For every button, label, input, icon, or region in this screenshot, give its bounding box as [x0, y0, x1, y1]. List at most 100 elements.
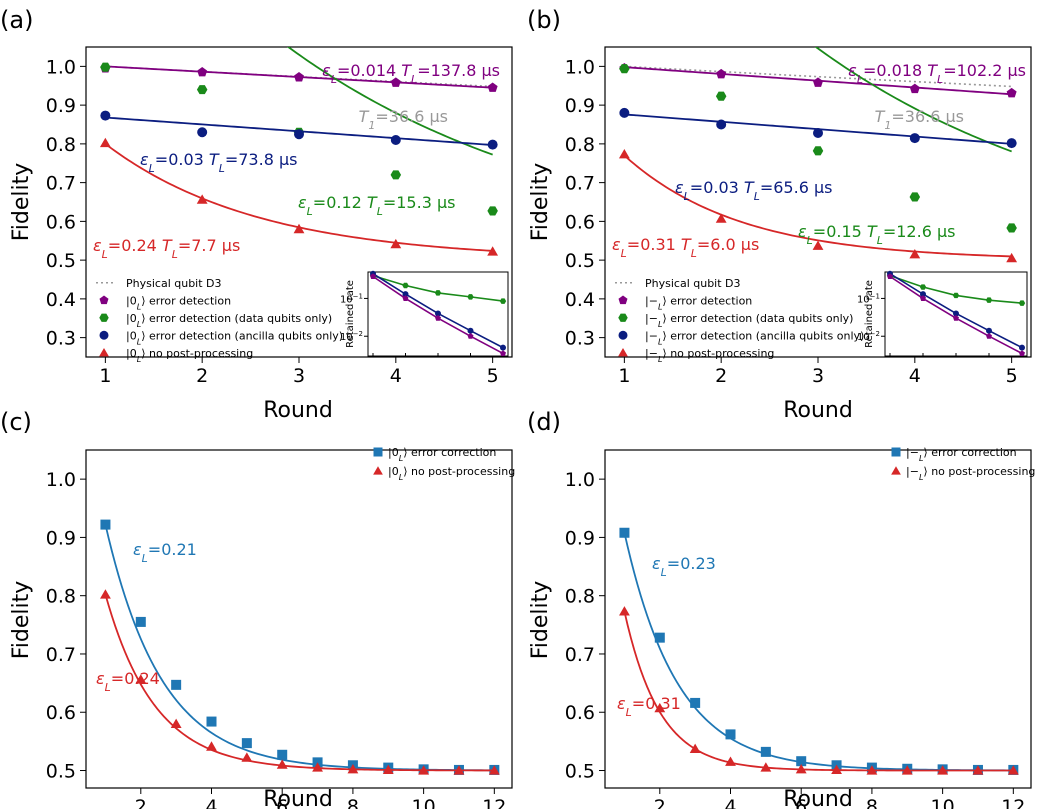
series-2-point	[1006, 223, 1017, 233]
inset-series-1-point	[953, 310, 959, 317]
series-1-point	[453, 765, 465, 775]
annotation: εL=0.03 TL=73.8 μs	[140, 150, 297, 175]
y-tick-label: 0.5	[565, 761, 595, 783]
inset-series-1-point	[435, 310, 441, 317]
legend-marker	[99, 330, 109, 340]
legend-entry-label: Physical qubit D3	[645, 277, 741, 290]
inset-series-0-point	[467, 294, 474, 300]
series-1-point	[619, 606, 630, 616]
series-2-point	[619, 64, 630, 74]
panel-label: (b)	[527, 6, 561, 34]
inset-series-0-point	[434, 290, 442, 296]
y-tick-label: 0.4	[46, 289, 76, 311]
x-tick-label: 3	[293, 365, 305, 387]
series-1-point	[831, 764, 842, 774]
inset-series-1-point	[500, 344, 506, 351]
series-0-fit-line	[104, 524, 495, 772]
panel-c: (c) 0.5 0.6 0.7 0.8 0.9 1.0 2 4 6 8 10 12 Round Fideli…	[0, 408, 515, 809]
series-1-point	[100, 589, 111, 599]
series-0-point	[760, 746, 771, 757]
inset-series-0-point	[402, 282, 409, 289]
series-3-point	[390, 135, 401, 145]
legend-entry-label: |0L⟩ error detection	[126, 294, 231, 311]
inset-series-0-point	[1018, 300, 1026, 306]
y-tick-label: 0.3	[565, 328, 595, 350]
y-tick-label: 1.0	[46, 469, 76, 491]
y-axis-label: Fidelity	[528, 163, 553, 242]
axes-frame	[85, 449, 513, 789]
legend-entry-label: |−L⟩ no post-processing	[906, 465, 1035, 482]
series-3-point	[1006, 138, 1017, 149]
series-2-point	[812, 146, 824, 156]
series-4-fit-line	[623, 154, 1012, 258]
series-1-point	[725, 756, 736, 766]
series-0-point	[135, 616, 146, 627]
series-0-point	[619, 527, 630, 538]
inset-series-2-point	[887, 273, 893, 280]
series-2-fit-line	[286, 47, 493, 156]
series-0-point	[100, 519, 111, 530]
series-1-fit-line	[623, 611, 1014, 772]
series-1-point	[276, 759, 288, 769]
series-1-point	[206, 741, 217, 751]
plot-area	[99, 47, 499, 256]
series-1-point	[488, 765, 500, 775]
annotation: εL=0.23	[652, 554, 716, 579]
series-1-point	[390, 77, 401, 87]
y-tick-label: 0.9	[565, 527, 595, 549]
inset-series-2-point	[402, 295, 409, 301]
series-1-point	[795, 764, 807, 774]
series-4-point	[196, 194, 208, 204]
y-tick-label: 0.8	[46, 134, 76, 156]
x-tick-label: 10	[931, 796, 955, 809]
legend-entry-label: |−L⟩ error detection (ancilla qubits onl…	[645, 329, 864, 346]
inset-series-0-point	[919, 284, 927, 290]
panel-label: (d)	[527, 408, 561, 436]
series-1-point	[347, 764, 359, 774]
x-axis-label: Round	[783, 787, 853, 809]
panel-label: (a)	[0, 6, 33, 34]
plot-area	[618, 47, 1018, 263]
y-tick-label: 1.0	[46, 56, 76, 78]
x-tick-label: 5	[487, 365, 499, 387]
inset-series-1-point	[402, 291, 409, 298]
y-tick-label: 0.5	[46, 761, 76, 783]
inset-series-2-point	[500, 350, 506, 357]
y-tick-label: 0.4	[565, 289, 595, 311]
legend-entry-label: |0L⟩ no post-processing	[388, 465, 515, 482]
x-tick-label: 12	[1001, 796, 1025, 809]
series-1-point	[972, 765, 984, 775]
y-tick-label: 0.7	[46, 644, 76, 666]
legend-marker	[99, 295, 109, 305]
panel-d: (d) 0.5 0.6 0.7 0.8 0.9 1.0 2 4 6 8 10 12 Round Fideli…	[527, 408, 1035, 809]
series-1-point	[866, 765, 878, 775]
inset-series-2-point	[1019, 350, 1025, 357]
y-axis-label: Fidelity	[9, 163, 34, 242]
annotation: εL=0.014 TL=137.8 μs	[322, 61, 500, 86]
inset-series-1-point	[1019, 344, 1025, 351]
legend: |0L⟩ error correction |0L⟩ no post-proces…	[373, 446, 515, 482]
legend-marker	[618, 295, 628, 305]
legend-marker	[618, 347, 628, 357]
x-tick-label: 12	[482, 796, 506, 809]
legend-entry-label: |−L⟩ error detection	[645, 294, 752, 311]
annotation: εL=0.03 TL=65.6 μs	[675, 178, 832, 203]
series-1-point	[1006, 87, 1017, 98]
annotation: εL=0.31	[617, 694, 681, 719]
series-2-point	[196, 85, 208, 95]
inset-y-axis-label: Retained rate	[864, 280, 875, 348]
series-3-point	[100, 110, 111, 121]
y-tick-label: 0.8	[565, 134, 595, 156]
x-tick-label: 8	[347, 796, 359, 809]
series-1-point	[716, 68, 727, 79]
legend-entry-label: |0L⟩ error detection (data qubits only)	[126, 312, 332, 329]
series-3-point	[813, 128, 823, 139]
annotation: εL=0.15 TL=12.6 μs	[798, 222, 955, 247]
series-0-point	[654, 632, 665, 643]
series-1-point	[197, 66, 208, 77]
inset-series-2-point	[370, 273, 376, 280]
inset-series-0-point	[499, 298, 507, 304]
series-0-point	[206, 716, 217, 727]
series-1-point	[241, 752, 253, 762]
y-tick-label: 0.3	[46, 328, 76, 350]
